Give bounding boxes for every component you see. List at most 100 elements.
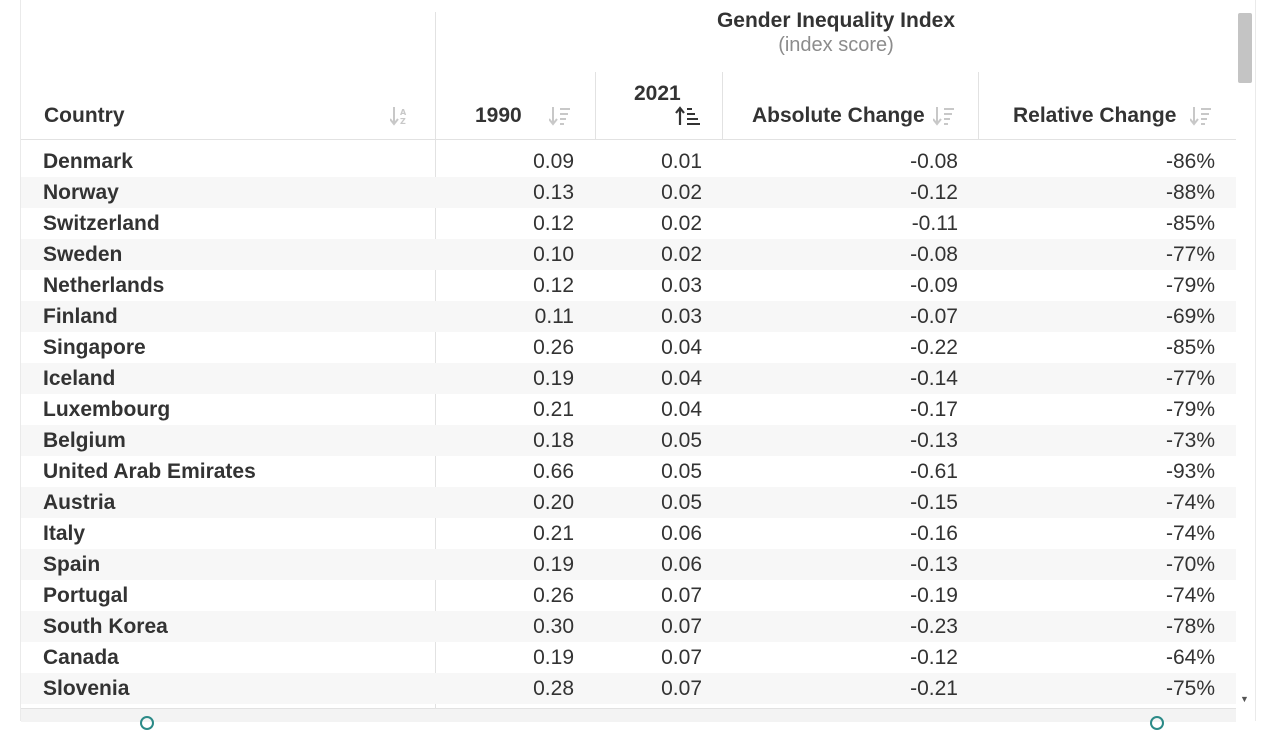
cell-2021: 0.06 — [661, 553, 702, 576]
sort-icon[interactable] — [549, 106, 571, 126]
cell-1990: 0.19 — [533, 367, 574, 390]
cell-2021: 0.04 — [661, 367, 702, 390]
cell-2021: 0.07 — [661, 615, 702, 638]
cell-country: Denmark — [43, 150, 133, 173]
cell-absolute-change: -0.22 — [910, 336, 958, 359]
cell-2021: 0.06 — [661, 522, 702, 545]
column-header-label: 1990 — [475, 104, 522, 127]
cell-1990: 0.10 — [533, 243, 574, 266]
cell-1990: 0.13 — [533, 181, 574, 204]
cell-relative-change: -77% — [1165, 243, 1215, 266]
cell-absolute-change: -0.11 — [911, 212, 958, 235]
cell-relative-change: -74% — [1165, 491, 1215, 514]
cell-relative-change: -64% — [1165, 646, 1215, 669]
column-header-label: 2021 — [634, 82, 681, 105]
scrollbar-thumb[interactable] — [1238, 13, 1252, 83]
cell-country: Spain — [43, 553, 101, 576]
sort-icon[interactable] — [933, 106, 955, 126]
cell-country: Iceland — [43, 367, 116, 390]
cell-1990: 0.21 — [533, 398, 574, 421]
cell-relative-change: -77% — [1165, 367, 1215, 390]
sort-ascending-icon[interactable] — [675, 106, 700, 126]
cell-1990: 0.28 — [533, 677, 574, 700]
cell-absolute-change: -0.19 — [910, 584, 958, 607]
cell-relative-change: -75% — [1165, 677, 1215, 700]
cell-2021: 0.07 — [661, 584, 702, 607]
cell-2021: 0.02 — [661, 243, 702, 266]
table-row: Portugal 0.26 0.07 -0.19 -74% — [21, 580, 1236, 611]
cell-1990: 0.19 — [533, 553, 574, 576]
cell-2021: 0.03 — [661, 274, 702, 297]
scroll-down-arrow-icon[interactable]: ▼ — [1240, 694, 1249, 704]
table-row: Norway 0.13 0.02 -0.12 -88% — [21, 177, 1236, 208]
cell-country: Sweden — [43, 243, 123, 266]
cell-country: Slovenia — [43, 677, 130, 700]
table-row: Switzerland 0.12 0.02 -0.11 -85% — [21, 208, 1236, 239]
cell-relative-change: -88% — [1165, 181, 1215, 204]
table-row: Canada 0.19 0.07 -0.12 -64% — [21, 642, 1236, 673]
cell-2021: 0.07 — [661, 677, 702, 700]
cell-country: Luxembourg — [43, 398, 171, 421]
cell-2021: 0.07 — [661, 646, 702, 669]
cell-1990: 0.66 — [533, 460, 574, 483]
cell-relative-change: -78% — [1165, 615, 1215, 638]
cell-1990: 0.26 — [533, 336, 574, 359]
table-row: Italy 0.21 0.06 -0.16 -74% — [21, 518, 1236, 549]
table-row: Spain 0.19 0.06 -0.13 -70% — [21, 549, 1236, 580]
column-divider-absolute — [978, 72, 979, 140]
cell-absolute-change: -0.13 — [910, 553, 958, 576]
cell-absolute-change: -0.13 — [910, 429, 958, 452]
cell-relative-change: -93% — [1165, 460, 1215, 483]
cell-country: United Arab Emirates — [43, 460, 256, 483]
column-header-label: Absolute Change — [752, 104, 925, 127]
cell-absolute-change: -0.12 — [910, 181, 958, 204]
cell-absolute-change: -0.07 — [910, 305, 958, 328]
cell-2021: 0.04 — [661, 398, 702, 421]
super-header-subtitle: (index score) — [778, 34, 894, 56]
cell-1990: 0.20 — [533, 491, 574, 514]
cell-absolute-change: -0.08 — [910, 243, 958, 266]
right-handle-icon — [1150, 716, 1164, 730]
cell-country: Portugal — [43, 584, 129, 607]
table-row: Belgium 0.18 0.05 -0.13 -73% — [21, 425, 1236, 456]
cell-absolute-change: -0.15 — [910, 491, 958, 514]
cell-country: Switzerland — [43, 212, 160, 235]
cell-absolute-change: -0.12 — [910, 646, 958, 669]
table-row: Luxembourg 0.21 0.04 -0.17 -79% — [21, 394, 1236, 425]
cell-absolute-change: -0.23 — [910, 615, 958, 638]
cell-absolute-change: -0.09 — [910, 274, 958, 297]
cell-2021: 0.05 — [661, 460, 702, 483]
cell-country: Belgium — [43, 429, 126, 452]
cell-1990: 0.09 — [533, 150, 574, 173]
vertical-scrollbar[interactable]: ▼ — [1237, 10, 1253, 708]
cell-1990: 0.26 — [533, 584, 574, 607]
sort-icon[interactable] — [1190, 106, 1212, 126]
column-header-label: Country — [44, 104, 125, 127]
cell-1990: 0.11 — [534, 305, 574, 328]
cell-2021: 0.02 — [661, 212, 702, 235]
cell-1990: 0.19 — [533, 646, 574, 669]
cell-relative-change: -79% — [1165, 398, 1215, 421]
table-row: Iceland 0.19 0.04 -0.14 -77% — [21, 363, 1236, 394]
cell-absolute-change: -0.17 — [910, 398, 958, 421]
cell-1990: 0.30 — [533, 615, 574, 638]
table-row: Austria 0.20 0.05 -0.15 -74% — [21, 487, 1236, 518]
column-header-label: Relative Change — [1013, 104, 1177, 127]
cell-1990: 0.18 — [533, 429, 574, 452]
header-divider — [435, 12, 436, 84]
svg-text:Z: Z — [400, 117, 406, 126]
cell-absolute-change: -0.61 — [910, 460, 958, 483]
cell-country: Singapore — [43, 336, 146, 359]
cell-country: Italy — [43, 522, 86, 545]
cell-1990: 0.21 — [533, 522, 574, 545]
column-divider-1990 — [595, 72, 596, 140]
sort-icon[interactable]: A Z — [390, 106, 412, 126]
cell-absolute-change: -0.21 — [910, 677, 958, 700]
cell-absolute-change: -0.14 — [910, 367, 958, 390]
cell-country: Austria — [43, 491, 116, 514]
cell-country: South Korea — [43, 615, 168, 638]
cell-1990: 0.12 — [533, 274, 574, 297]
cell-relative-change: -85% — [1165, 212, 1215, 235]
table-row: Singapore 0.26 0.04 -0.22 -85% — [21, 332, 1236, 363]
table-row: South Korea 0.30 0.07 -0.23 -78% — [21, 611, 1236, 642]
